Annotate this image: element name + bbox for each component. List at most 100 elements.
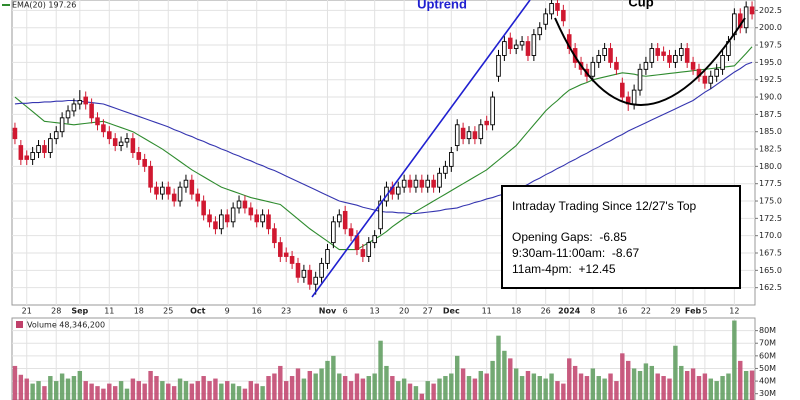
volume-bar — [702, 373, 708, 400]
volume-bar — [183, 381, 189, 400]
candle-body — [142, 158, 147, 167]
candle-body — [107, 131, 112, 140]
legend-swatch — [16, 321, 23, 328]
x-tick-label: 23 — [281, 307, 291, 316]
volume-bar — [313, 373, 318, 400]
y-tick-label: 200.0 — [759, 23, 782, 32]
candle-body — [637, 68, 643, 91]
candle-body — [525, 41, 531, 56]
volume-bar — [649, 365, 655, 400]
x-tick-label: Sep — [71, 307, 88, 316]
volume-bar — [319, 368, 324, 400]
candle-body — [331, 221, 336, 244]
x-tick-label: Oct — [190, 307, 206, 316]
volume-bar — [219, 383, 224, 400]
candle-body — [708, 75, 714, 84]
volume-bar — [207, 381, 212, 400]
candle-body — [484, 120, 489, 126]
candle-body — [508, 37, 513, 49]
volume-bar — [419, 393, 425, 400]
candle-body — [478, 124, 484, 140]
volume-bar — [608, 373, 613, 400]
candle-body — [449, 152, 454, 167]
volume-bar — [278, 365, 283, 400]
volume-bar — [661, 376, 666, 400]
x-tick-label: 8 — [590, 307, 595, 316]
x-tick-label: 28 — [51, 307, 61, 316]
x-tick-label: 20 — [399, 307, 409, 316]
candle-body — [720, 55, 725, 70]
volume-bar — [112, 386, 118, 400]
candle-body — [65, 110, 71, 119]
candle-body — [201, 200, 206, 216]
volume-bar — [71, 376, 77, 400]
candle-body — [590, 61, 596, 77]
volume-bar — [443, 376, 448, 400]
volume-bar — [620, 353, 625, 400]
volume-bar — [166, 383, 171, 400]
candle-body — [30, 152, 35, 160]
candle-body — [608, 48, 613, 63]
candle-body — [42, 145, 47, 153]
candle-body — [466, 131, 472, 140]
candle-body — [679, 48, 684, 56]
volume-bar — [160, 381, 165, 400]
volume-bar — [59, 373, 65, 400]
volume-bar — [626, 360, 631, 400]
grid — [12, 0, 758, 400]
candle-body — [537, 27, 543, 36]
volume-bar — [101, 388, 106, 400]
candle-body — [407, 179, 413, 188]
candle-body — [743, 6, 749, 29]
volume-bar — [213, 378, 218, 400]
volume-bar — [555, 381, 560, 400]
volume-bar — [460, 368, 466, 400]
x-tick-label: 11 — [482, 307, 492, 316]
volume-bar — [384, 365, 389, 400]
volume-bar — [437, 378, 442, 400]
volume-bar — [354, 373, 360, 400]
volume-bar — [307, 370, 313, 400]
volume-bar — [631, 368, 637, 400]
candle-body — [177, 186, 183, 202]
candle-body — [307, 269, 313, 285]
candle-body — [319, 262, 324, 278]
candle-body — [425, 179, 431, 188]
candle-body — [171, 193, 177, 202]
volume-bar — [225, 381, 230, 400]
candle-body — [413, 179, 419, 188]
candle-body — [183, 179, 189, 188]
candle-body — [189, 179, 195, 195]
candle-body — [690, 61, 696, 70]
ema-line — [14, 46, 753, 251]
volume-bar — [195, 381, 200, 400]
volume-bar — [561, 383, 566, 400]
volume-bar — [248, 381, 254, 400]
volume-bar — [48, 376, 53, 400]
candle-body — [124, 138, 130, 143]
volume-bar — [466, 376, 472, 400]
volume-bar — [107, 383, 112, 400]
text-box-title: Intraday Trading Since 12/27's Top — [512, 199, 697, 213]
candle-body — [378, 200, 383, 230]
volume-bar — [89, 383, 94, 400]
volume-bar — [696, 376, 702, 400]
volume-bar — [295, 368, 301, 400]
candle-body — [631, 89, 637, 105]
volume-bar — [519, 376, 525, 400]
volume-bar — [148, 370, 153, 400]
candle-body — [549, 3, 554, 15]
volume-bar — [738, 360, 743, 400]
volume-bar — [673, 345, 678, 400]
candle-body — [53, 131, 59, 140]
volume-bar — [549, 373, 554, 400]
candle-body — [360, 249, 366, 257]
candle-body — [260, 214, 265, 223]
volume-bar — [407, 383, 413, 400]
volume-bar — [567, 358, 572, 400]
y-tick-label: 197.5 — [759, 41, 782, 50]
y-tick-label: 167.5 — [759, 249, 782, 258]
candles — [12, 0, 755, 295]
volume-bar — [708, 378, 713, 400]
